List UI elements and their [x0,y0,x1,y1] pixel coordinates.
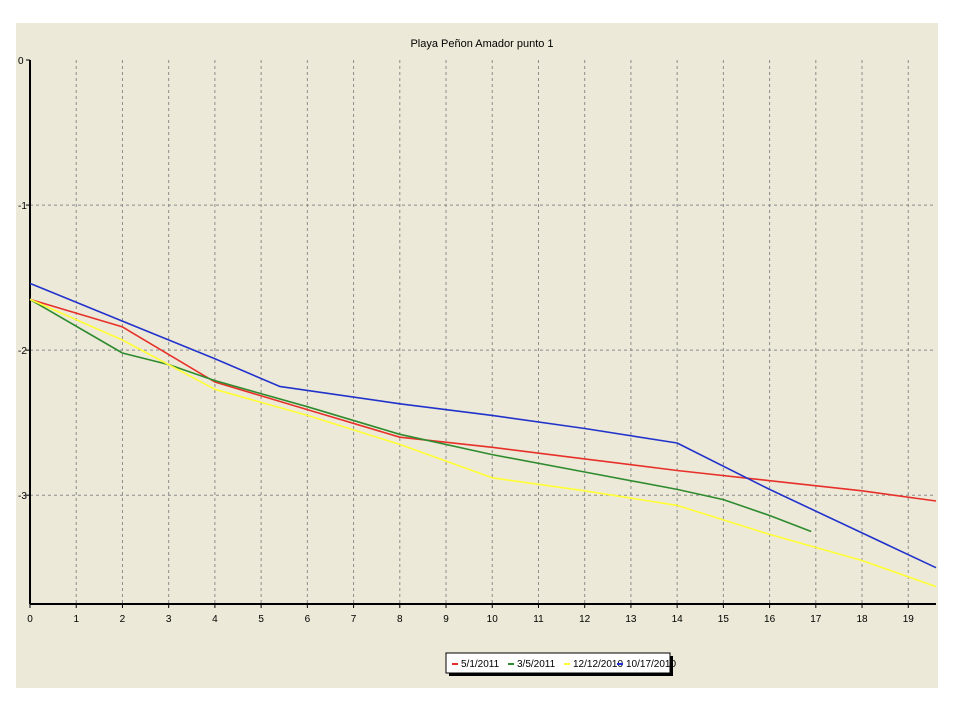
x-tick-label: 17 [810,614,822,625]
x-tick-label: 12 [579,614,591,625]
x-tick-label: 15 [718,614,730,625]
x-tick-label: 18 [856,614,868,625]
chart-panel: Playa Peñon Amador punto 1 0 1 2 3 4 5 6 7 8 9 10 1… [16,23,938,688]
x-tick-label: 9 [443,614,449,625]
legend-label: 5/1/2011 [461,659,500,670]
y-tick-label: -2 [18,346,27,357]
series-line-1 [29,298,812,533]
x-tick-label: 8 [397,614,403,625]
y-tick-label: -1 [18,201,27,212]
x-tick-label: 0 [27,614,33,625]
legend-label: 3/5/2011 [517,659,556,670]
x-tick-label: 10 [487,614,499,625]
x-tick-label: 19 [903,614,915,625]
series-line-2 [29,298,937,588]
legend-label: 10/17/2010 [626,659,676,670]
x-tick-label: 6 [305,614,311,625]
grid-lines [30,60,936,604]
x-axis-ticks: 0 1 2 3 4 5 6 7 8 9 10 11 12 13 14 15 16 17 18 19 [27,604,914,625]
x-tick-label: 7 [351,614,357,625]
y-tick-label: 0 [18,56,24,67]
plot-area [30,60,936,604]
x-tick-label: 3 [166,614,172,625]
series-line-0 [29,298,937,502]
series-line-3 [29,282,937,569]
y-axis-ticks: 0 -1 -2 -3 [18,56,30,502]
axes [29,60,936,605]
x-tick-label: 1 [73,614,79,625]
y-tick-label: -3 [18,491,27,502]
line-chart: Playa Peñon Amador punto 1 0 1 2 3 4 5 6 7 8 9 10 1… [18,38,937,676]
x-tick-label: 11 [533,614,544,625]
x-tick-label: 4 [212,614,218,625]
chart-title: Playa Peñon Amador punto 1 [410,38,553,50]
x-tick-label: 13 [625,614,637,625]
series-lines [29,282,937,588]
legend-box [445,652,671,674]
x-tick-label: 16 [764,614,776,625]
x-tick-label: 14 [672,614,684,625]
x-tick-label: 5 [258,614,264,625]
x-tick-label: 2 [120,614,126,625]
legend-label: 12/12/2010 [573,659,623,670]
legend: 5/1/2011 3/5/2011 12/12/2010 10/17/2010 [445,652,676,676]
